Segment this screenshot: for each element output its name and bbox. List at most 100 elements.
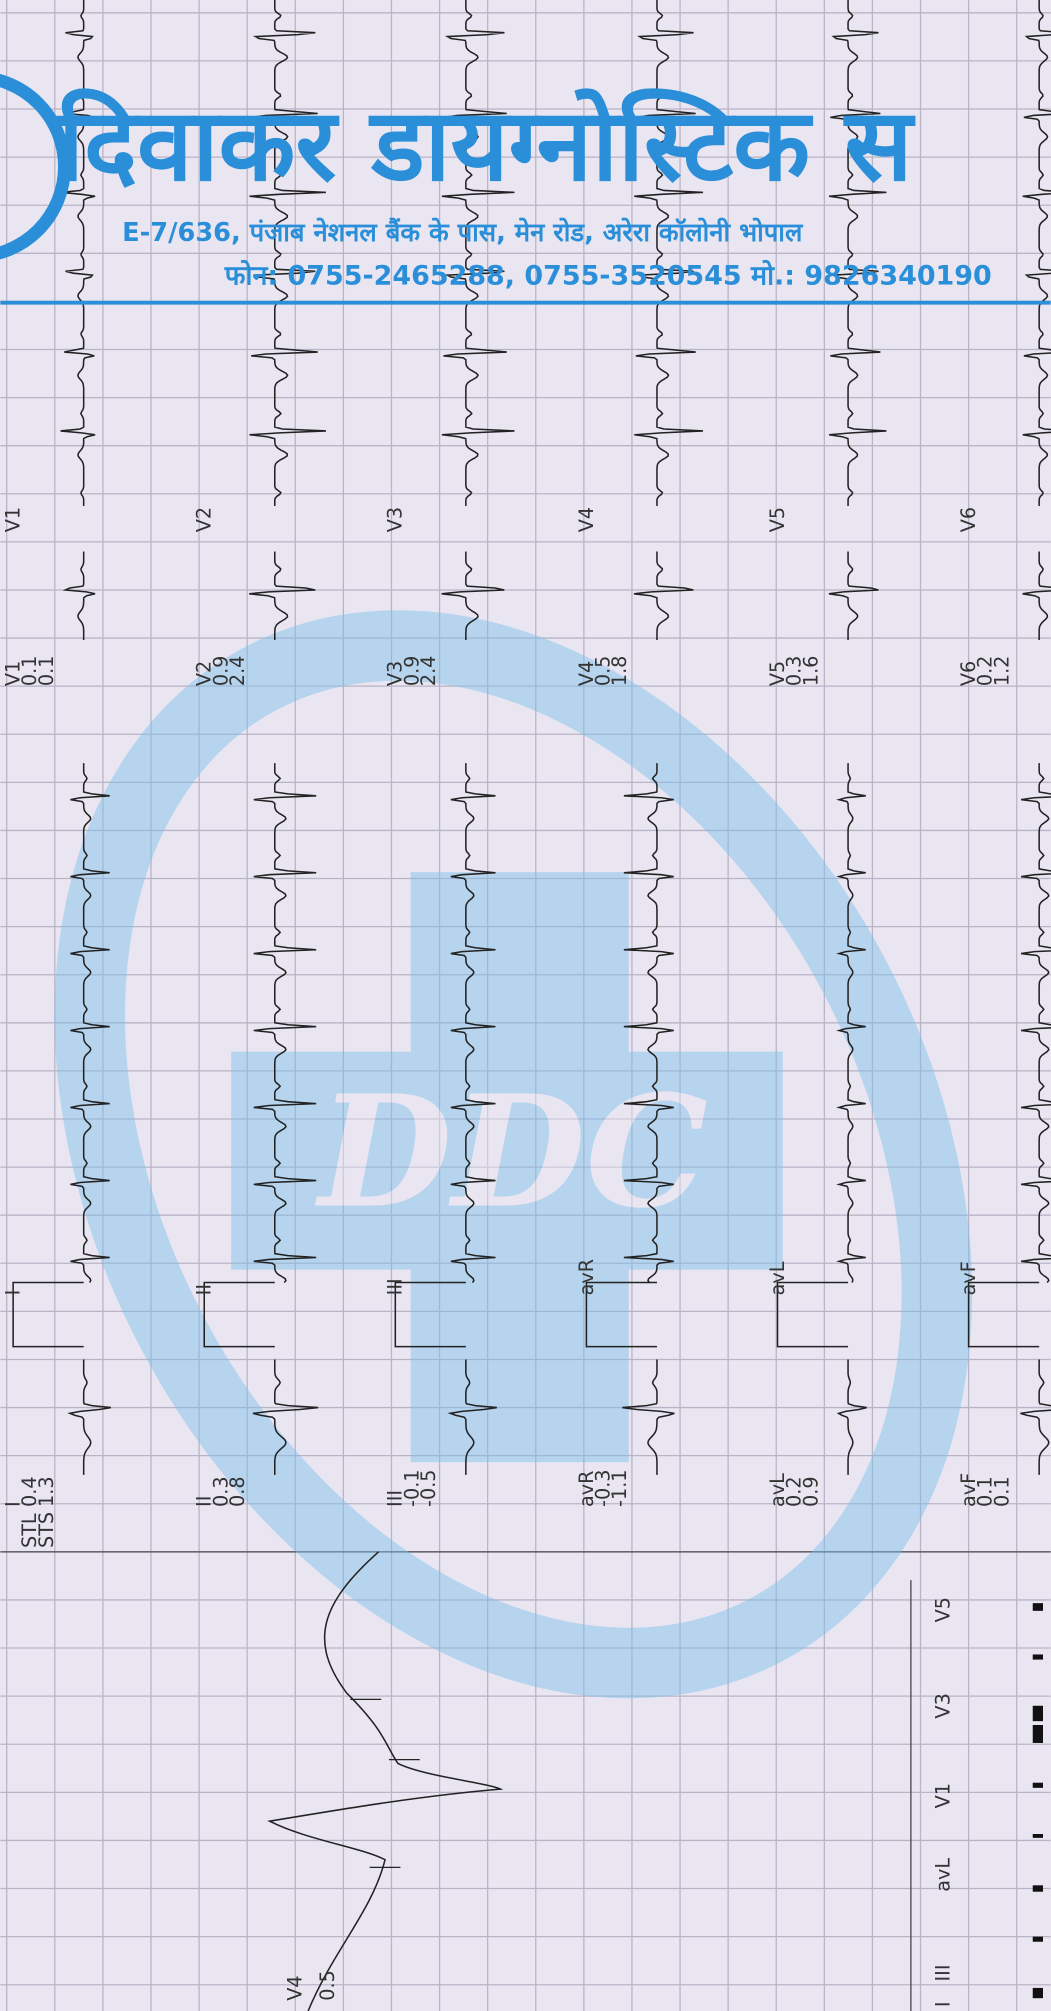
measure-sts: 2.4 (417, 656, 440, 687)
bar-label: V3 (931, 1693, 954, 1718)
calibration-pulse (394, 1281, 466, 1348)
lead-label: V4 (575, 507, 598, 532)
axis-bar (1032, 1724, 1043, 1743)
measure-lead: V5 (766, 661, 789, 686)
ecg-trace (828, 551, 879, 640)
measure-stl: 0.1 (18, 656, 41, 687)
ecg-trace (62, 551, 96, 640)
calibration-pulse (12, 1281, 84, 1348)
measure-lead: avF (957, 1473, 980, 1507)
measure-sts: 0.8 (226, 1476, 249, 1507)
calibration-pulse (967, 1281, 1040, 1348)
bar-label: V1 (931, 1783, 954, 1808)
measure-lead: V6 (957, 661, 980, 686)
ecg-trace (252, 1359, 319, 1475)
lead-label: V2 (193, 507, 216, 532)
measure-stl: 0.2 (783, 1476, 806, 1507)
measure-name: STS (35, 1512, 58, 1548)
avg-complex (267, 1551, 504, 2011)
axis-bar (1032, 1782, 1043, 1788)
detail-value: 0.5 (316, 1970, 339, 2001)
header-address: E-7/636, पंजाब नेशनल बैंक के पास, मेन रो… (122, 217, 804, 248)
ecg-trace (441, 551, 505, 640)
measure-stl: 0.1 (974, 1476, 997, 1507)
bar-label: V5 (931, 1597, 954, 1622)
axis-bar (1032, 1885, 1043, 1892)
header-phone: फोन: 0755-2465288, 0755-3520545 मो.: 982… (224, 260, 992, 292)
bar-label: avL (931, 1858, 954, 1892)
measure-stl: 0.9 (209, 656, 232, 687)
labels: V1V10.10.1II0.41.3V2V20.92.4IIII0.30.8V3… (2, 507, 1014, 2007)
measure-sts: -1.1 (608, 1469, 631, 1507)
ecg-trace (1020, 763, 1051, 1284)
measure-stl: 0.9 (400, 656, 423, 687)
watermark-cross (231, 872, 783, 1463)
lead-label: V5 (766, 507, 789, 532)
ecg-trace (447, 1359, 497, 1475)
ecg-trace (249, 0, 326, 506)
logo-arc (0, 73, 71, 260)
ecg-trace (253, 763, 317, 1284)
lead-label: V3 (384, 507, 407, 532)
measure-stl: -0.1 (400, 1469, 423, 1507)
ecg-trace (828, 0, 887, 506)
ecg-trace (249, 551, 316, 640)
measure-lead: V1 (2, 661, 25, 686)
ecg-trace (633, 551, 694, 640)
detail-lead: V4 (284, 1975, 307, 2000)
measure-sts: -0.5 (417, 1469, 440, 1507)
measure-lead: V2 (193, 661, 216, 686)
measure-sts: 1.6 (799, 656, 822, 687)
measure-sts: 0.9 (799, 1476, 822, 1507)
calibration-pulse (203, 1281, 275, 1348)
calibration-pulse (776, 1281, 849, 1348)
ecg-trace (1022, 551, 1051, 640)
axis-bar (1032, 1834, 1043, 1838)
measure-lead: avL (766, 1473, 789, 1507)
lead-label: avR (575, 1259, 598, 1296)
ecg-trace (67, 1359, 111, 1475)
lead-label: V6 (957, 507, 980, 532)
axis-bar (1032, 1654, 1043, 1660)
measure-stl: 0.4 (18, 1476, 41, 1507)
measure-sts: 0.1 (990, 1476, 1013, 1507)
ecg-trace (70, 763, 110, 1283)
measure-stl: 0.3 (783, 656, 806, 687)
ecg-trace (441, 0, 515, 506)
bar-label: I (931, 2001, 954, 2007)
ecg-trace (836, 763, 866, 1283)
measure-lead: avR (575, 1470, 598, 1507)
ecg-trace (1022, 0, 1051, 506)
ecg-trace (623, 763, 674, 1284)
measure-sts: 0.1 (35, 656, 58, 687)
measure-lead: V4 (575, 661, 598, 686)
traces (12, 0, 1051, 2011)
measure-name: STL (18, 1513, 41, 1548)
bar-label: III (931, 1964, 954, 1981)
lead-label: III (384, 1278, 407, 1295)
measure-lead: V3 (384, 661, 407, 686)
measure-stl: -0.3 (592, 1469, 615, 1507)
watermark-text: DDC (315, 1062, 708, 1243)
lead-label: V1 (2, 507, 25, 532)
ecg-trace (622, 1359, 675, 1475)
measure-sts: 1.8 (608, 656, 631, 687)
watermark: DDC (54, 610, 973, 1699)
measure-stl: 0.3 (209, 1476, 232, 1507)
measure-stl: 0.5 (592, 656, 615, 687)
header-title: दिवाकर डायग्नोस्टिक स (56, 87, 916, 204)
axis-bar (1032, 1936, 1043, 1942)
measure-lead: III (384, 1490, 407, 1507)
ecg-trace (1020, 1359, 1051, 1475)
measure-lead: II (193, 1496, 216, 1507)
ecg-trace (634, 0, 704, 506)
calibration-pulse (585, 1281, 657, 1348)
header: दिवाकर डायग्नोस्टिक स E-7/636, पंजाब नेश… (0, 73, 1051, 305)
lead-label: avL (766, 1261, 789, 1295)
measure-sts: 2.4 (226, 656, 249, 687)
ecg-trace (450, 763, 496, 1283)
axis-bar (1032, 1705, 1043, 1722)
